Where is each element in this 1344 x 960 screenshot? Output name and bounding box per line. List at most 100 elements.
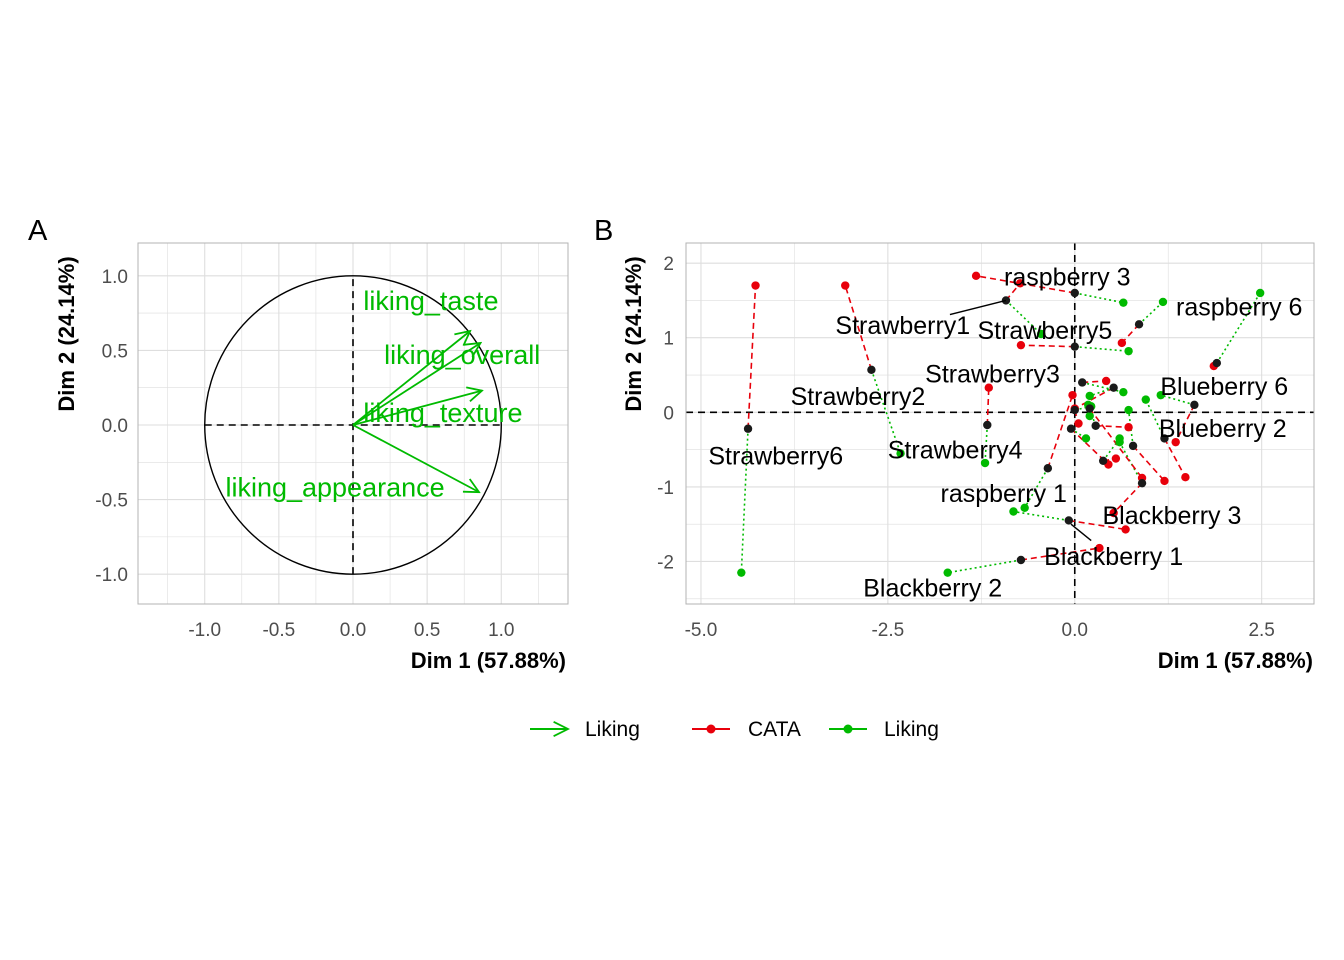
cata-link [1174, 404, 1196, 443]
y-tick-label: -2 [657, 552, 674, 573]
panel-a: A liking_taste liking_overall liking_textu… [28, 215, 569, 673]
product-point [1212, 358, 1222, 368]
cata-point [1121, 525, 1130, 534]
cata-point [1101, 376, 1111, 386]
liking-point [1119, 387, 1128, 397]
product-point [1070, 405, 1079, 415]
y-tick-label: -1.0 [95, 565, 128, 586]
liking-point [1158, 297, 1168, 307]
legend-item-cata: CATA [692, 718, 801, 741]
liking-link [740, 428, 749, 573]
cata-point [1016, 340, 1026, 350]
product-point [1098, 456, 1108, 465]
liking-link [1160, 394, 1195, 406]
x-tick-label: 2.5 [1248, 620, 1274, 641]
cata-point [1171, 437, 1180, 447]
partial-points [737, 271, 1265, 577]
product-point [1109, 383, 1118, 392]
x-tick-label: -2.5 [871, 620, 904, 641]
panel-b-y-ticks: -2 -1 0 1 2 [657, 254, 674, 573]
cata-link [1132, 445, 1166, 482]
product-label: Strawberry2 [791, 383, 926, 411]
variable-label: liking_overall [384, 340, 540, 370]
legend-item-liking-arrow: Liking [530, 718, 640, 741]
product-point [1066, 424, 1076, 433]
product-points [743, 288, 1222, 565]
product-label: raspberry 6 [1176, 293, 1302, 321]
cata-point [1111, 454, 1121, 463]
cata-link [1121, 323, 1140, 344]
product-point [1070, 288, 1079, 298]
liking-point [943, 568, 952, 577]
cata-link [975, 275, 1075, 294]
product-point [1160, 434, 1169, 443]
panel-a-y-axis-title: Dim 2 (24.14%) [54, 256, 79, 411]
cata-point [1181, 473, 1190, 482]
legend-cata-point [706, 724, 716, 734]
y-tick-label: 1 [663, 329, 674, 350]
cata-link [1074, 386, 1115, 410]
panel-a-border [137, 242, 569, 605]
liking-point [1141, 395, 1150, 404]
liking-link [1013, 510, 1069, 522]
liking-point [1115, 434, 1124, 443]
cata-link [1020, 547, 1100, 561]
legend-liking-point [843, 724, 853, 734]
liking-arrow [352, 391, 482, 426]
product-point [1064, 516, 1073, 525]
cata-point [1095, 543, 1104, 553]
liking-link [1145, 399, 1166, 439]
cata-link [747, 285, 757, 429]
product-point [1137, 478, 1147, 488]
panel-b-y-axis-title: Dim 2 (24.14%) [621, 256, 646, 411]
y-tick-label: 2 [663, 254, 674, 275]
cata-point [1074, 419, 1083, 428]
product-point [1043, 464, 1053, 473]
liking-point [1119, 298, 1128, 307]
legend: Liking CATA Liking [530, 718, 939, 741]
liking-point [1020, 503, 1029, 512]
liking-point [1081, 434, 1091, 443]
cata-link [1020, 344, 1075, 348]
cata-point [1015, 279, 1025, 288]
x-tick-label: -1.0 [188, 620, 221, 641]
x-tick-label: 0.0 [1062, 620, 1088, 641]
liking-link [1216, 292, 1261, 364]
cata-point [751, 281, 760, 290]
partial-axis-lines [740, 275, 1261, 574]
x-tick-label: 0.5 [414, 620, 440, 641]
cata-link [1047, 394, 1074, 469]
variable-label: liking_taste [363, 286, 498, 316]
product-label: raspberry 1 [941, 480, 1067, 508]
cata-point [1109, 508, 1118, 518]
product-label: Blackberry 2 [863, 575, 1002, 603]
product-point [1190, 400, 1199, 410]
cata-link [1163, 438, 1187, 478]
y-tick-label: 0.5 [102, 341, 128, 362]
cata-point [1117, 338, 1127, 348]
panel-a-tag: A [28, 215, 48, 247]
product-point [1070, 342, 1079, 351]
liking-point [1124, 405, 1133, 415]
liking-link [1074, 292, 1124, 304]
liking-point [1156, 390, 1165, 400]
variable-label: liking_texture [363, 398, 522, 428]
x-tick-label: -0.5 [262, 620, 295, 641]
product-label: Strawberry3 [925, 360, 1060, 388]
panel-a-x-axis-title: Dim 1 (57.88%) [411, 648, 566, 673]
cata-point [971, 271, 981, 281]
y-tick-label: -1 [657, 478, 674, 499]
liking-point [737, 568, 746, 577]
x-tick-label: 0.0 [340, 620, 366, 641]
liking-point [1085, 391, 1094, 401]
product-point [743, 424, 753, 433]
variable-label: liking_appearance [225, 473, 444, 503]
label-leader-line [949, 299, 1007, 316]
panel-a-x-ticks: -1.0 -0.5 0.0 0.5 1.0 [188, 620, 514, 641]
x-tick-label: -5.0 [685, 620, 718, 641]
product-point [867, 365, 876, 374]
y-tick-label: -0.5 [95, 491, 128, 512]
liking-link [1074, 345, 1129, 352]
